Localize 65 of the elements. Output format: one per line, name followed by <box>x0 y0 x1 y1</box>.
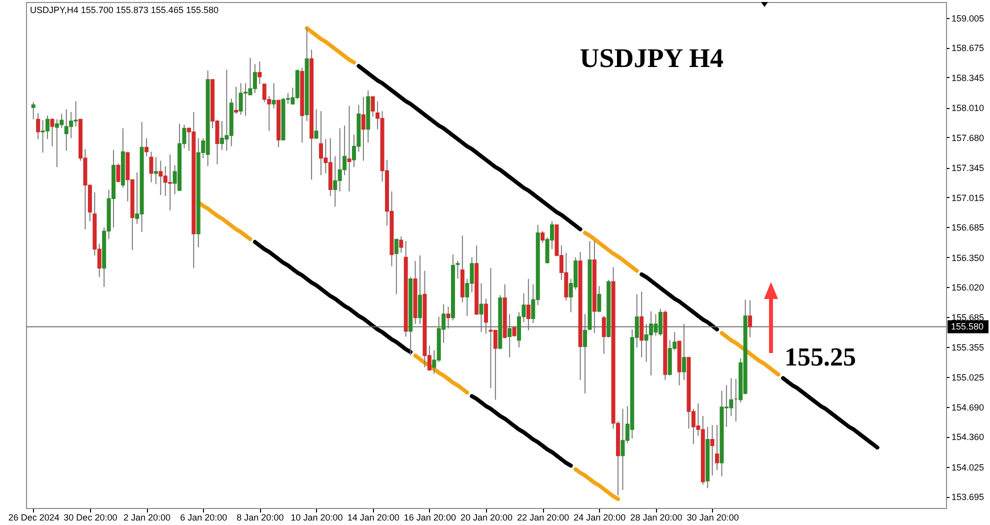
x-tick-label: 22 Jan 20:00 <box>517 512 570 522</box>
line-series <box>583 230 639 273</box>
y-tick-label: 156.350 <box>952 252 984 263</box>
y-tick-label: 155.355 <box>952 342 984 352</box>
y-tick-label: 154.690 <box>952 402 984 412</box>
candlestick <box>258 61 262 85</box>
candlestick <box>31 102 36 120</box>
candlestick <box>394 238 398 295</box>
x-tick-label: 10 Jan 20:00 <box>290 512 343 522</box>
line-series <box>574 467 620 501</box>
x-tick-label: 26 Dec 2024 <box>8 512 60 522</box>
annotation: USDJPY,H4 155.700 155.873 155.465 155.580 <box>30 5 218 15</box>
candlestick <box>399 236 404 254</box>
line-series <box>720 331 780 377</box>
x-tick-label: 20 Jan 20:00 <box>460 512 513 522</box>
y-tick-label: 156.020 <box>952 282 984 293</box>
x-tick-label: 30 Dec 20:00 <box>64 512 118 522</box>
candlestick <box>116 162 120 183</box>
candlestick <box>314 108 318 140</box>
text: USDJPY H4 <box>580 43 724 73</box>
candlestick <box>234 86 238 114</box>
x-tick-label: 2 Jan 20:00 <box>123 512 171 522</box>
candlestick <box>347 105 352 192</box>
candlestick <box>597 286 602 313</box>
line-series <box>252 240 413 354</box>
candlestick <box>370 96 375 118</box>
y-tick-label: 157.680 <box>952 132 984 143</box>
candlestick <box>715 424 720 471</box>
y-tick-label: 154.360 <box>952 432 984 442</box>
x-tick-label: 28 Jan 20:00 <box>630 512 682 522</box>
y-tick-label: 155.685 <box>952 312 984 323</box>
candlestick <box>149 151 154 183</box>
y-tick-label: 158.345 <box>952 72 984 83</box>
candlestick <box>456 260 460 280</box>
line-series <box>470 394 573 468</box>
candlestick <box>144 138 149 157</box>
candlestick <box>50 118 54 147</box>
line-series <box>781 376 880 450</box>
line-series <box>640 272 720 332</box>
line-series <box>413 354 470 395</box>
x-tick-label: 8 Jan 20:00 <box>236 512 284 522</box>
y-tick-label: 156.685 <box>952 222 984 233</box>
y-tick-label: 155.025 <box>952 372 984 382</box>
candlestick <box>418 254 422 324</box>
x-tick-label: 14 Jan 20:00 <box>347 512 400 522</box>
ref-line-label: 155.580 <box>951 322 984 332</box>
x-tick-label: 6 Jan 20:00 <box>180 512 228 522</box>
candlestick <box>710 424 714 476</box>
x-tick-label: 30 Jan 20:00 <box>686 512 739 522</box>
line-series <box>304 26 356 64</box>
x-tick-label: 24 Jan 20:00 <box>574 512 626 522</box>
y-tick-label: 157.015 <box>952 192 984 203</box>
y-tick-label: 158.675 <box>952 43 984 54</box>
candlestick <box>540 230 545 244</box>
candlestick <box>154 156 158 185</box>
y-tick-label: 159.005 <box>952 13 984 24</box>
y-tick-label: 154.025 <box>952 462 984 472</box>
y-tick-label: 158.010 <box>952 103 984 114</box>
y-tick-label: 153.695 <box>952 492 984 502</box>
candlestick <box>361 96 366 162</box>
candlestick <box>272 82 276 109</box>
y-tick-label: 157.345 <box>952 163 984 174</box>
candlestick <box>36 112 40 140</box>
x-tick-label: 16 Jan 20:00 <box>404 512 456 522</box>
annotation: 155.25 <box>784 342 856 372</box>
